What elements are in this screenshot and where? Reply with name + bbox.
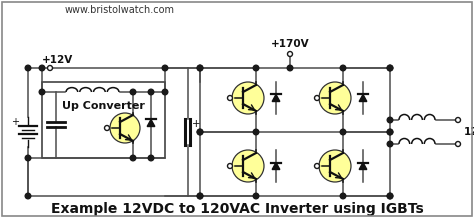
Circle shape bbox=[387, 193, 393, 199]
Circle shape bbox=[387, 65, 393, 71]
Circle shape bbox=[232, 82, 264, 114]
Text: Example 12VDC to 120VAC Inverter using IGBTs: Example 12VDC to 120VAC Inverter using I… bbox=[51, 202, 423, 216]
Circle shape bbox=[387, 129, 393, 135]
Circle shape bbox=[197, 193, 203, 199]
Circle shape bbox=[110, 113, 140, 143]
Polygon shape bbox=[147, 119, 155, 126]
Circle shape bbox=[228, 164, 233, 169]
Polygon shape bbox=[359, 162, 367, 170]
Circle shape bbox=[104, 126, 109, 131]
Circle shape bbox=[315, 95, 319, 100]
Circle shape bbox=[39, 65, 45, 71]
Circle shape bbox=[456, 118, 461, 123]
Circle shape bbox=[130, 155, 136, 161]
Circle shape bbox=[25, 193, 31, 199]
Circle shape bbox=[315, 164, 319, 169]
Circle shape bbox=[387, 141, 393, 147]
Circle shape bbox=[253, 193, 259, 199]
Circle shape bbox=[130, 89, 136, 95]
Circle shape bbox=[387, 65, 393, 71]
Circle shape bbox=[319, 150, 351, 182]
Circle shape bbox=[148, 155, 154, 161]
Polygon shape bbox=[272, 94, 280, 102]
Text: www.bristolwatch.com: www.bristolwatch.com bbox=[65, 5, 175, 15]
Circle shape bbox=[228, 95, 233, 100]
Polygon shape bbox=[272, 162, 280, 170]
Circle shape bbox=[47, 65, 53, 70]
Circle shape bbox=[287, 65, 293, 71]
Text: +170V: +170V bbox=[271, 39, 310, 49]
Circle shape bbox=[39, 89, 45, 95]
Circle shape bbox=[232, 150, 264, 182]
Circle shape bbox=[387, 129, 393, 135]
Circle shape bbox=[340, 193, 346, 199]
Circle shape bbox=[197, 129, 203, 135]
Circle shape bbox=[253, 129, 259, 135]
Circle shape bbox=[319, 82, 351, 114]
Circle shape bbox=[288, 51, 292, 56]
Circle shape bbox=[456, 141, 461, 146]
Text: +12V: +12V bbox=[42, 55, 73, 65]
Circle shape bbox=[340, 129, 346, 135]
Circle shape bbox=[162, 89, 168, 95]
Circle shape bbox=[25, 65, 31, 71]
Circle shape bbox=[340, 65, 346, 71]
Circle shape bbox=[197, 65, 203, 71]
Circle shape bbox=[387, 193, 393, 199]
Circle shape bbox=[387, 117, 393, 123]
Circle shape bbox=[25, 155, 31, 161]
Text: Up Converter: Up Converter bbox=[62, 101, 145, 111]
Polygon shape bbox=[359, 94, 367, 102]
Text: +: + bbox=[191, 119, 201, 129]
Circle shape bbox=[253, 65, 259, 71]
Circle shape bbox=[162, 65, 168, 71]
Circle shape bbox=[197, 193, 203, 199]
Circle shape bbox=[197, 65, 203, 71]
Circle shape bbox=[197, 129, 203, 135]
Circle shape bbox=[148, 89, 154, 95]
Text: +: + bbox=[11, 117, 19, 127]
Bar bbox=[42, 82, 165, 158]
Text: 120VAC: 120VAC bbox=[464, 127, 474, 137]
